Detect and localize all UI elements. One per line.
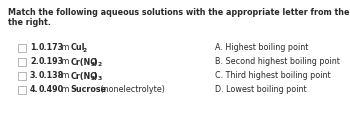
Bar (18, 58, 26, 66)
Bar (18, 72, 26, 80)
Text: 0.193: 0.193 (39, 57, 64, 67)
Text: 0.173: 0.173 (39, 44, 64, 53)
Text: Cr(NO: Cr(NO (70, 57, 97, 67)
Text: 2.: 2. (30, 57, 39, 67)
Text: 1.: 1. (30, 44, 38, 53)
Text: 0.490: 0.490 (39, 86, 64, 95)
Text: Cr(NO: Cr(NO (70, 72, 97, 80)
Text: m: m (59, 72, 72, 80)
Text: Match the following aqueous solutions with the appropriate letter from the colum: Match the following aqueous solutions wi… (8, 8, 350, 17)
Text: 3.: 3. (30, 72, 38, 80)
Text: B. Second highest boiling point: B. Second highest boiling point (215, 57, 340, 67)
Text: 4.: 4. (30, 86, 38, 95)
Text: C. Third highest boiling point: C. Third highest boiling point (215, 72, 331, 80)
Text: 0.138: 0.138 (39, 72, 64, 80)
Text: D. Lowest boiling point: D. Lowest boiling point (215, 86, 307, 95)
Text: A. Highest boiling point: A. Highest boiling point (215, 44, 308, 53)
Text: 3: 3 (97, 76, 102, 81)
Text: ): ) (93, 57, 97, 67)
Text: CuI: CuI (70, 44, 85, 53)
Text: m: m (59, 44, 72, 53)
Text: 2: 2 (82, 48, 86, 53)
Text: 3: 3 (90, 62, 94, 67)
Text: m: m (59, 57, 72, 67)
Text: ): ) (93, 72, 97, 80)
Text: 2: 2 (97, 62, 102, 67)
Text: Sucrose: Sucrose (70, 86, 106, 95)
Text: m: m (59, 86, 72, 95)
Text: the right.: the right. (8, 18, 51, 27)
Bar (18, 86, 26, 94)
Bar (18, 44, 26, 52)
Text: 3: 3 (90, 76, 94, 81)
Text: (nonelectrolyte): (nonelectrolyte) (98, 86, 165, 95)
